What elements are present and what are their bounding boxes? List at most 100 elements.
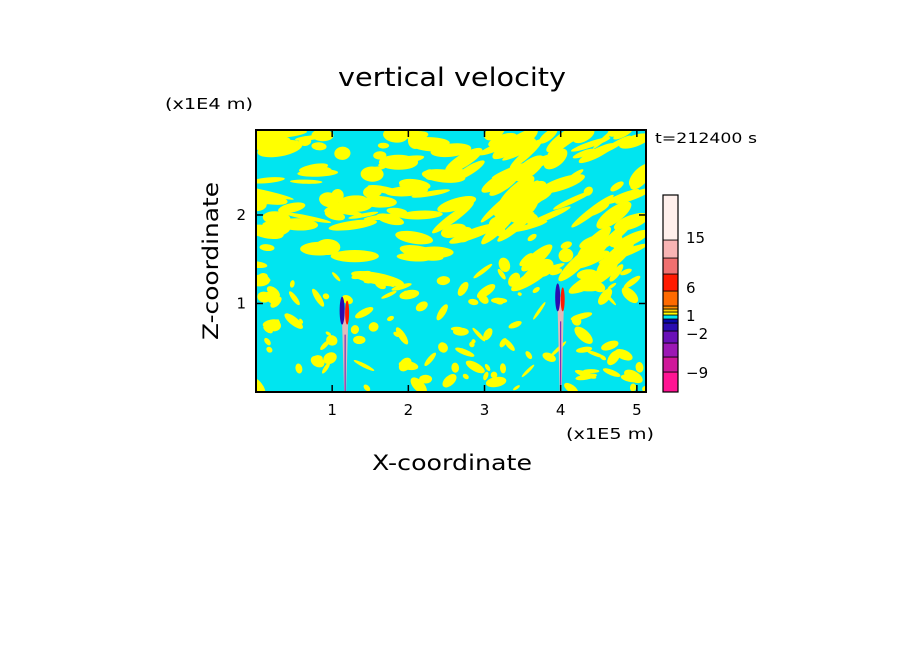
updraft-streak	[319, 192, 340, 208]
updraft-streak	[588, 239, 610, 261]
updraft-streak	[604, 189, 640, 205]
updraft-streak	[509, 141, 542, 169]
updraft-streak	[630, 173, 646, 190]
updraft-streak	[361, 195, 397, 208]
updraft-streak	[320, 340, 330, 351]
updraft-streak	[387, 315, 394, 322]
updraft-streak	[574, 326, 593, 344]
wave-plume-down	[339, 296, 345, 325]
updraft-streak	[620, 268, 632, 276]
updraft-streak	[323, 352, 337, 365]
updraft-streak	[609, 264, 624, 282]
updraft-streak	[483, 328, 493, 341]
updraft-streak	[395, 327, 409, 345]
updraft-streak	[538, 130, 558, 144]
updraft-streak	[571, 315, 582, 326]
updraft-streak	[436, 304, 448, 321]
updraft-streak	[256, 377, 266, 392]
updraft-streak	[263, 325, 273, 334]
updraft-streak	[521, 244, 553, 272]
updraft-streak	[295, 363, 303, 374]
updraft-streak	[399, 181, 415, 188]
updraft-streak	[629, 383, 637, 392]
updraft-streak	[415, 301, 428, 312]
colorbar-swatch	[662, 257, 679, 275]
colorbar-swatch	[662, 239, 679, 259]
updraft-streak	[330, 250, 379, 263]
updraft-streak	[573, 130, 595, 144]
x-tick-label: 1	[327, 401, 337, 419]
updraft-streak	[623, 275, 641, 289]
updraft-streak	[542, 352, 556, 362]
updraft-streak	[476, 284, 496, 299]
updraft-streak	[436, 276, 451, 286]
wave-plume-down	[555, 283, 561, 312]
colorbar-frame	[662, 194, 679, 393]
updraft-streak	[398, 210, 443, 220]
y-axis: 12	[236, 206, 646, 312]
updraft-streak	[484, 363, 491, 372]
x-tick-label: 5	[632, 401, 642, 419]
updraft-streak	[334, 146, 351, 160]
updraft-streak	[376, 213, 404, 226]
y-tick-label: 2	[236, 206, 246, 224]
updraft-streak	[368, 322, 379, 332]
updraft-streak	[290, 179, 323, 184]
updraft-streak	[310, 355, 325, 368]
updraft-region	[256, 130, 646, 392]
updraft-streak	[484, 130, 505, 141]
updraft-streak	[490, 371, 498, 379]
updraft-streak	[558, 248, 574, 263]
updraft-streak	[497, 268, 506, 280]
updraft-streak	[363, 278, 376, 284]
updraft-streak	[613, 229, 646, 250]
updraft-streak	[456, 226, 473, 243]
updraft-streak	[492, 130, 538, 160]
updraft-streak	[543, 148, 568, 170]
colorbar-swatch	[662, 322, 679, 332]
updraft-streak	[620, 374, 640, 383]
updraft-streak	[610, 181, 624, 192]
updraft-streak	[525, 351, 533, 360]
updraft-streak	[571, 194, 614, 228]
x-tick-label: 3	[480, 401, 490, 419]
updraft-streak	[493, 204, 505, 220]
updraft-streak	[278, 202, 306, 214]
plot-area	[256, 130, 646, 392]
updraft-streak	[399, 289, 420, 300]
updraft-streak	[312, 288, 325, 307]
updraft-streak	[499, 363, 507, 374]
updraft-streak	[462, 373, 469, 380]
updraft-streak	[386, 207, 408, 216]
updraft-streak	[381, 290, 397, 299]
updraft-streak	[488, 216, 506, 232]
updraft-streak	[572, 148, 595, 159]
updraft-streak	[596, 201, 632, 229]
updraft-streak	[411, 189, 450, 198]
colorbar-swatch	[662, 311, 679, 316]
updraft-streak	[274, 130, 308, 138]
updraft-streak	[431, 202, 474, 234]
updraft-streak	[508, 272, 521, 287]
updraft-streak	[355, 307, 374, 319]
updraft-streak	[457, 281, 469, 296]
updraft-streak	[485, 376, 507, 388]
updraft-streak	[598, 288, 613, 305]
updraft-streak	[391, 283, 412, 291]
updraft-streak	[328, 219, 377, 231]
updraft-streak	[488, 132, 517, 148]
wave-plume-up	[560, 287, 565, 312]
colorbar-label: 1	[686, 307, 696, 325]
colorbar: 15 6 1−2 −9	[662, 194, 708, 393]
updraft-streak	[615, 187, 646, 204]
updraft-streak	[294, 135, 323, 141]
updraft-streak	[614, 348, 633, 361]
updraft-streak	[513, 385, 520, 391]
updraft-streak	[599, 354, 607, 361]
colorbar-swatch	[662, 194, 679, 241]
updraft-streak	[259, 244, 275, 252]
updraft-streak	[517, 292, 522, 296]
updraft-streak	[532, 286, 540, 294]
updraft-streak	[424, 352, 437, 367]
updraft-streak	[594, 258, 619, 282]
